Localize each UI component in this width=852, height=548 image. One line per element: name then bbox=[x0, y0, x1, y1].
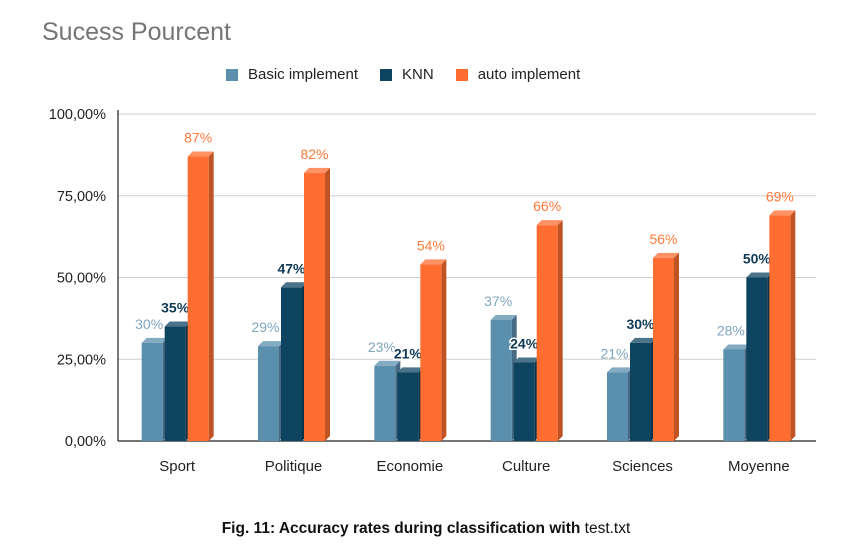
caption-filename: test.txt bbox=[584, 520, 631, 537]
data-label: 21% bbox=[600, 345, 628, 361]
x-tick-label: Politique bbox=[265, 458, 323, 475]
data-label: 21% bbox=[394, 345, 423, 361]
bar bbox=[607, 372, 628, 441]
x-tick-label: Sport bbox=[159, 458, 196, 475]
data-label: 29% bbox=[251, 319, 279, 335]
bar-top bbox=[490, 315, 517, 321]
data-label: 54% bbox=[417, 237, 445, 253]
bar-side bbox=[557, 220, 563, 441]
bar bbox=[490, 320, 512, 441]
caption-text: Fig. 11: Accuracy rates during classific… bbox=[221, 520, 585, 537]
bar bbox=[397, 372, 419, 441]
y-tick-label: 100,00% bbox=[49, 107, 106, 123]
bar-side bbox=[325, 167, 330, 442]
data-label: 66% bbox=[533, 198, 561, 214]
bar bbox=[420, 264, 442, 441]
bar-top bbox=[374, 360, 401, 366]
legend-swatch-knn bbox=[380, 68, 393, 81]
legend-swatch-auto bbox=[455, 68, 468, 81]
bar bbox=[141, 342, 163, 441]
bar-top bbox=[653, 252, 679, 258]
bar bbox=[374, 365, 396, 441]
legend-item-auto: auto implement bbox=[455, 66, 581, 83]
bar-top bbox=[513, 357, 540, 363]
legend: Basic implement KNN auto implement bbox=[226, 66, 602, 83]
bar-top bbox=[304, 167, 330, 173]
x-tick-label: Culture bbox=[502, 458, 550, 475]
data-label: 87% bbox=[184, 130, 212, 146]
data-label: 37% bbox=[484, 293, 512, 309]
bar-top bbox=[397, 367, 424, 373]
bar-side bbox=[674, 252, 679, 441]
bar-top bbox=[420, 259, 447, 265]
data-label: 56% bbox=[649, 231, 677, 247]
bar-top bbox=[141, 337, 168, 343]
chart-plot: 0,00%25,00%50,00%75,00%100,00%30%35%87%S… bbox=[49, 107, 816, 475]
y-tick-label: 50,00% bbox=[57, 271, 106, 287]
bar-top bbox=[607, 367, 633, 373]
data-label: 28% bbox=[717, 322, 745, 338]
bar bbox=[723, 349, 745, 441]
legend-label-knn: KNN bbox=[402, 66, 434, 83]
figure-caption: Fig. 11: Accuracy rates during classific… bbox=[0, 520, 852, 538]
data-label: 47% bbox=[277, 260, 306, 276]
bar bbox=[304, 172, 325, 442]
bar bbox=[536, 225, 558, 441]
legend-label-auto: auto implement bbox=[477, 66, 581, 83]
legend-swatch-basic bbox=[226, 68, 238, 81]
legend-item-basic: Basic implement bbox=[226, 66, 358, 83]
x-tick-label: Moyenne bbox=[728, 458, 790, 475]
bar bbox=[653, 257, 674, 441]
bar bbox=[258, 346, 279, 441]
bar bbox=[769, 215, 791, 441]
legend-item-knn: KNN bbox=[380, 66, 434, 83]
bar bbox=[164, 326, 186, 441]
bar-side bbox=[790, 210, 796, 441]
y-tick-label: 25,00% bbox=[57, 352, 106, 368]
bar-top bbox=[769, 210, 796, 216]
bar-top bbox=[746, 272, 773, 278]
y-tick-label: 75,00% bbox=[57, 189, 106, 205]
bar-side bbox=[208, 151, 214, 441]
data-label: 82% bbox=[300, 146, 328, 162]
data-label: 69% bbox=[766, 188, 794, 204]
data-label: 24% bbox=[510, 336, 539, 352]
bar-top bbox=[187, 151, 214, 157]
data-label: 30% bbox=[135, 316, 163, 332]
bar bbox=[187, 156, 209, 441]
bar-top bbox=[630, 337, 656, 343]
bar bbox=[281, 287, 302, 441]
bar bbox=[630, 342, 651, 441]
bar-top bbox=[281, 282, 307, 288]
bar-top bbox=[536, 220, 563, 226]
bar-side bbox=[441, 259, 447, 441]
data-label: 23% bbox=[368, 339, 396, 355]
bar-top bbox=[258, 341, 284, 347]
legend-label-basic: Basic implement bbox=[248, 66, 359, 83]
y-tick-label: 0,00% bbox=[65, 434, 106, 450]
bar-top bbox=[164, 321, 191, 327]
bar bbox=[513, 362, 535, 441]
data-label: 50% bbox=[743, 251, 772, 267]
x-tick-label: Economie bbox=[376, 458, 443, 475]
chart-title: Sucess Pourcent bbox=[42, 18, 231, 46]
bar bbox=[746, 277, 768, 441]
data-label: 30% bbox=[626, 316, 655, 332]
data-label: 35% bbox=[161, 300, 190, 316]
x-tick-label: Sciences bbox=[612, 458, 673, 475]
bar-top bbox=[723, 344, 750, 350]
